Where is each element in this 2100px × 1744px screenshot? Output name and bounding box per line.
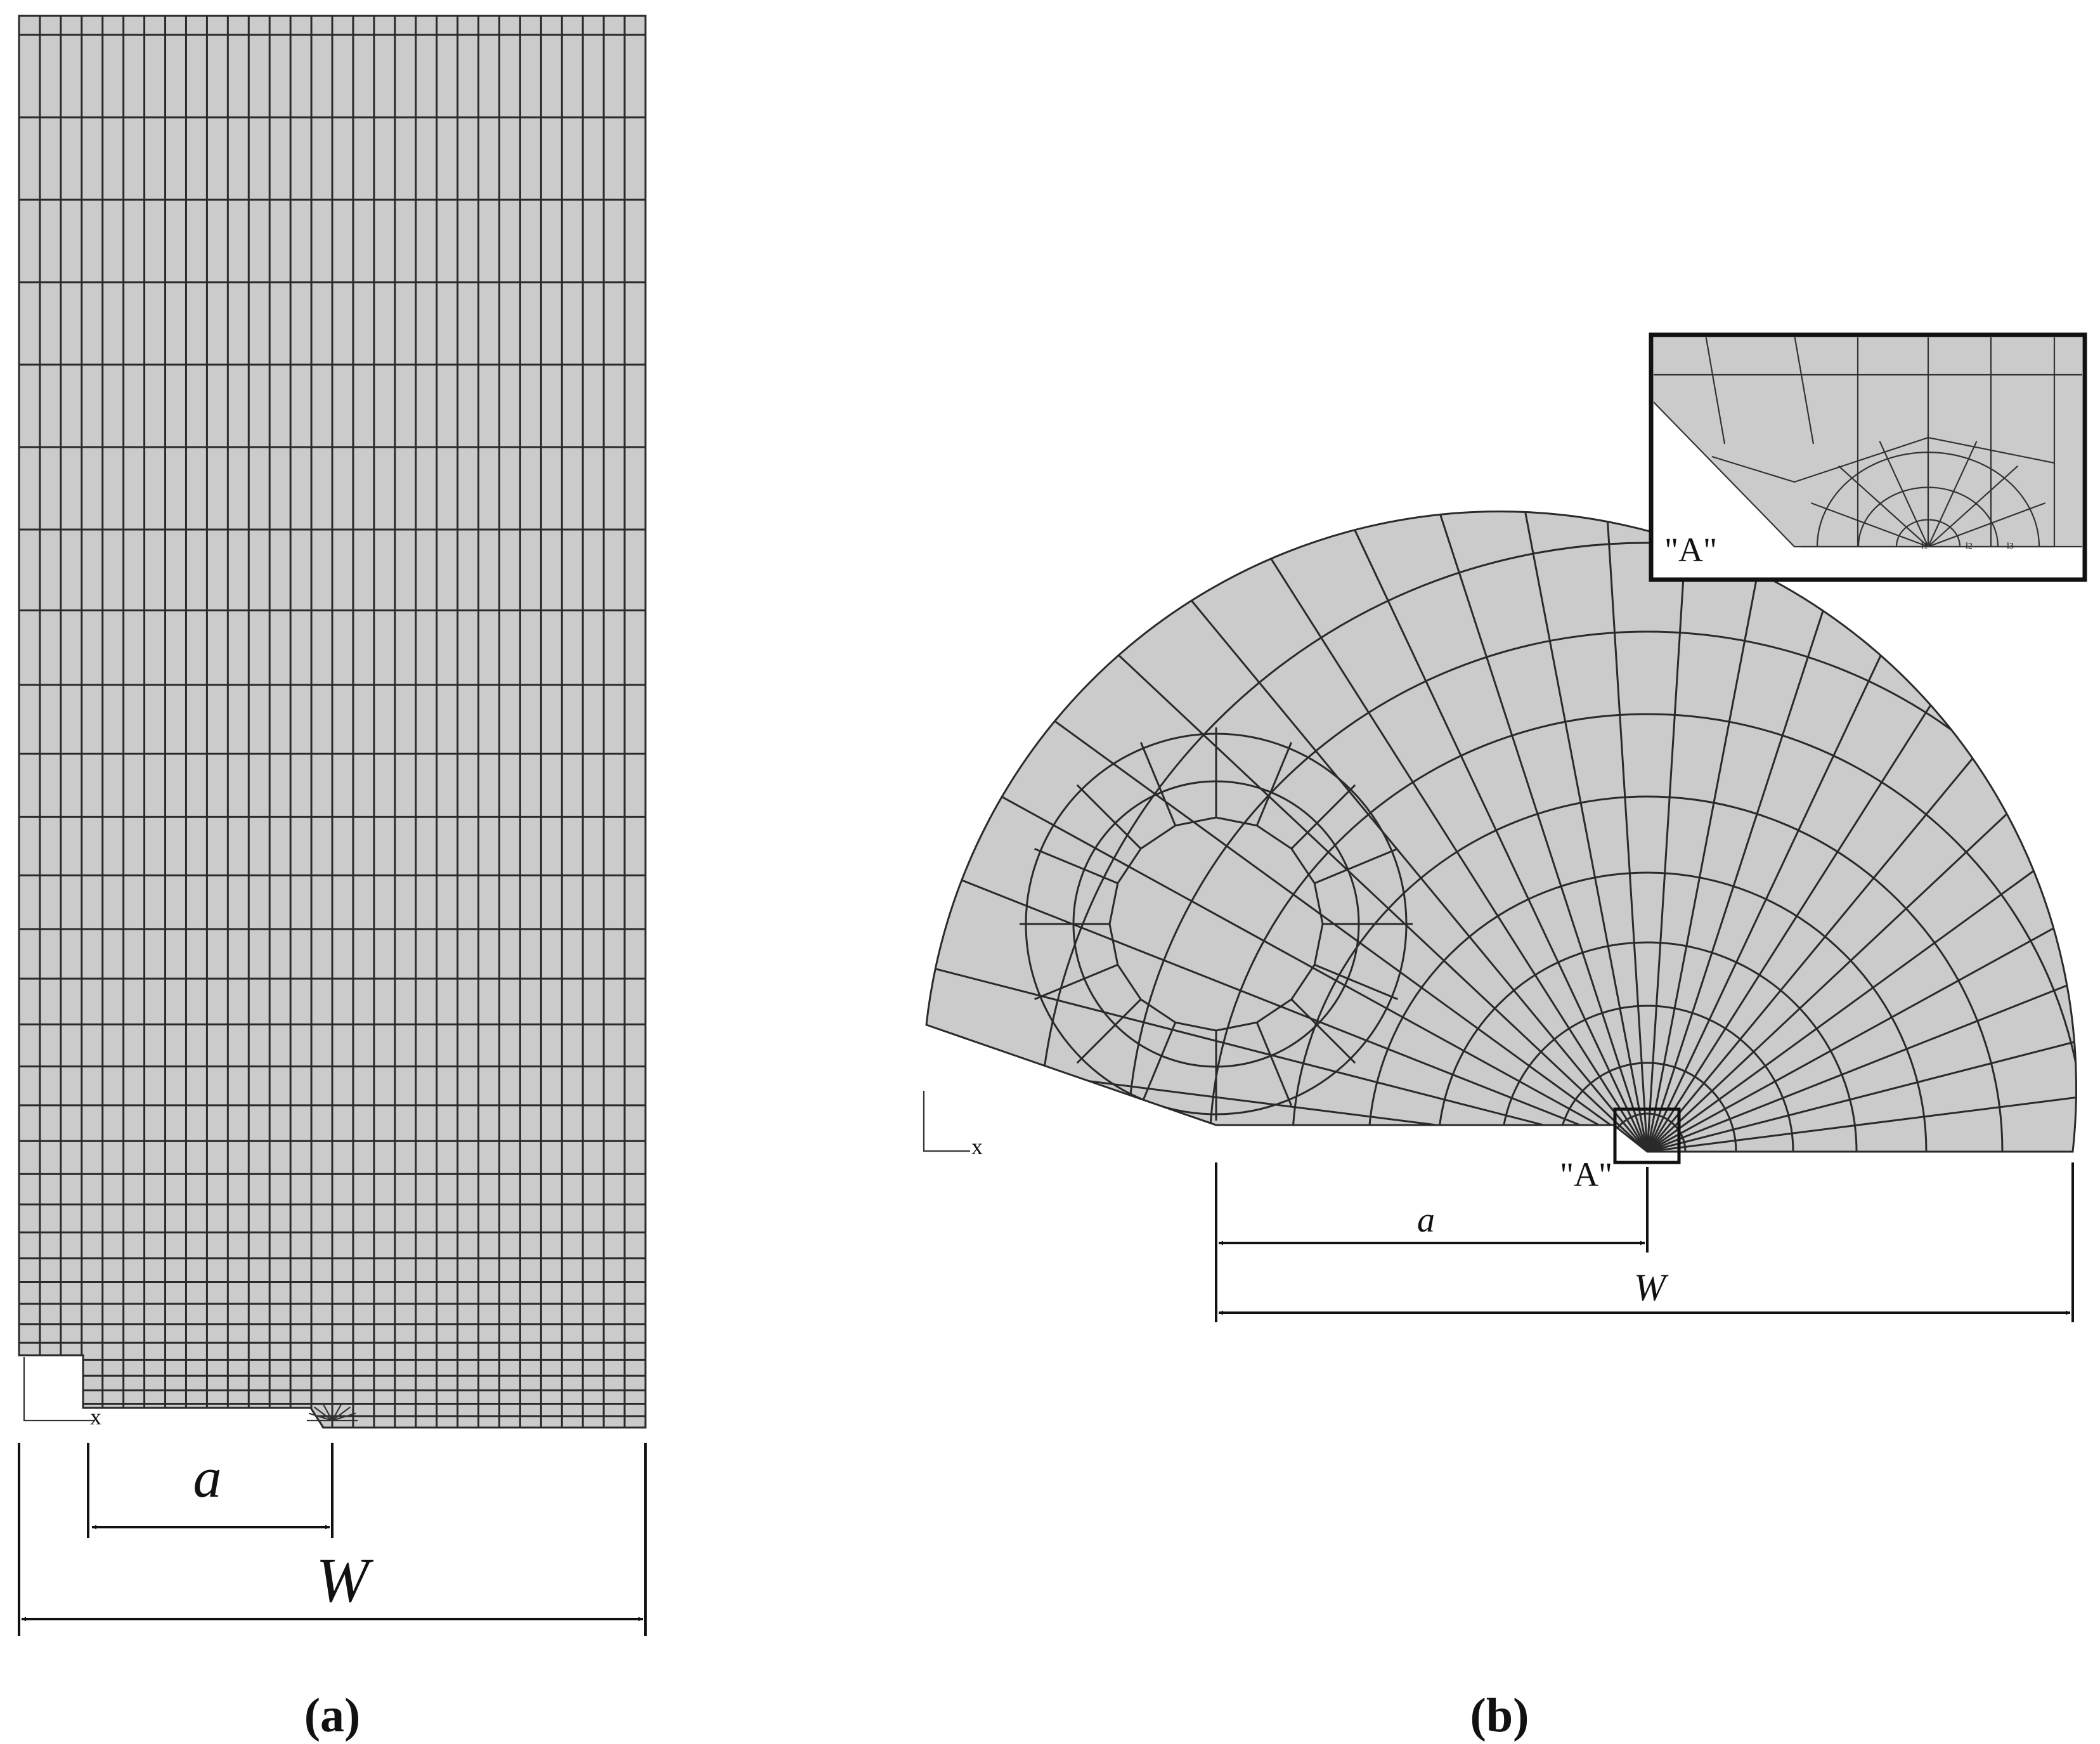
dim-a-label: a <box>193 1447 222 1509</box>
inset-detail-a: "A" l1 l2 l3 <box>1649 332 2087 582</box>
mesh-line <box>1034 847 1118 885</box>
mesh-line <box>1367 871 1928 1152</box>
mesh-line <box>1646 543 2077 1152</box>
mesh-line <box>1646 511 1923 1152</box>
mesh-line <box>926 1150 1648 1152</box>
caption-b: (b) <box>1470 1689 1529 1742</box>
mesh-line <box>1371 511 1649 1152</box>
mesh-line <box>1314 847 1398 885</box>
mesh-line <box>1291 795 2004 1152</box>
mesh-line <box>1705 337 1726 445</box>
axis-x-label: x <box>90 1404 101 1429</box>
inset-label: "A" <box>1664 531 1717 569</box>
mesh-line <box>1646 511 1815 1152</box>
mesh-line <box>1590 511 1649 1152</box>
mesh-b <box>926 511 2077 1152</box>
dim-w-label: W <box>1634 1266 1669 1308</box>
mesh-line <box>1255 742 1293 826</box>
mesh-line <box>1557 1062 1737 1152</box>
mesh-line <box>1646 511 1704 1152</box>
mesh-line <box>1126 630 2077 1152</box>
mesh-line <box>332 1412 356 1422</box>
mesh-line <box>1711 436 2055 483</box>
mesh-line <box>1608 1112 1687 1152</box>
mesh-line <box>1034 963 1118 1001</box>
mesh-line <box>1290 784 1356 850</box>
mesh-line <box>1290 998 1356 1064</box>
mesh-b-outline <box>926 511 2077 1152</box>
mesh-line <box>1647 1039 2077 1152</box>
panel-a: x a W (a) <box>16 15 647 1742</box>
axis-triad-a: x <box>23 1357 101 1429</box>
mesh-line <box>1647 824 2077 1152</box>
mesh-line <box>1076 784 1142 850</box>
detail-a-box <box>1613 1107 1681 1164</box>
mesh-a <box>16 15 647 1430</box>
mesh-line <box>1314 963 1398 1001</box>
mesh-line <box>1647 628 2077 1152</box>
mesh-line <box>1838 465 1929 547</box>
inset-border <box>1654 401 2082 548</box>
dimension-a: a <box>1215 1162 1649 1322</box>
mesh-line <box>314 1406 333 1421</box>
node-label: l3 <box>2007 542 2014 551</box>
node-label: l2 <box>1966 542 1973 551</box>
mesh-border <box>18 15 647 1429</box>
dim-w-label: W <box>316 1545 373 1615</box>
mesh-b-border <box>925 510 2078 1153</box>
hole <box>1108 816 1324 1032</box>
mesh-line <box>1647 723 2077 1152</box>
dimension-w: W <box>18 1443 647 1636</box>
mesh-line <box>1810 502 1929 548</box>
inset-body <box>1654 337 2082 547</box>
dim-a-label: a <box>1417 1201 1435 1240</box>
axis-triad-b: x <box>923 1091 983 1159</box>
mesh-line <box>1928 441 1978 547</box>
mesh-line <box>1139 1022 1177 1106</box>
mesh-line <box>1076 998 1142 1064</box>
mesh-line <box>332 1402 343 1421</box>
dimension-w: W <box>1219 1162 2074 1322</box>
mesh-line <box>1268 511 1649 1152</box>
axis-x-label: x <box>971 1134 983 1159</box>
mesh-line <box>321 1402 333 1421</box>
mesh-line <box>1928 502 2046 548</box>
dimension-a: a <box>87 1443 334 1538</box>
detail-a-label: "A" <box>1560 1155 1612 1194</box>
mesh-line <box>1647 930 2077 1152</box>
mesh-line <box>1139 742 1177 826</box>
mesh-line <box>1879 441 1929 547</box>
mesh-line <box>1500 1005 1794 1152</box>
node-label: l1 <box>1921 542 1928 551</box>
mesh-line <box>1255 1022 1293 1106</box>
panel-b: x "A" a W "A" l1 l2 l3 (b) <box>923 332 2087 1742</box>
mesh-line <box>1794 337 1815 445</box>
mesh-line <box>1480 511 1649 1152</box>
caption-a: (a) <box>304 1689 361 1742</box>
mesh-line <box>1209 713 2077 1152</box>
mesh-line <box>1928 465 2019 547</box>
mesh-line <box>308 1412 333 1422</box>
mesh-line <box>1646 511 2077 1152</box>
mesh-line <box>332 1406 351 1421</box>
mesh-line <box>1646 511 2026 1152</box>
mesh-line <box>1437 941 1858 1152</box>
mesh-line <box>1037 542 2077 1152</box>
notch <box>16 1355 323 1430</box>
